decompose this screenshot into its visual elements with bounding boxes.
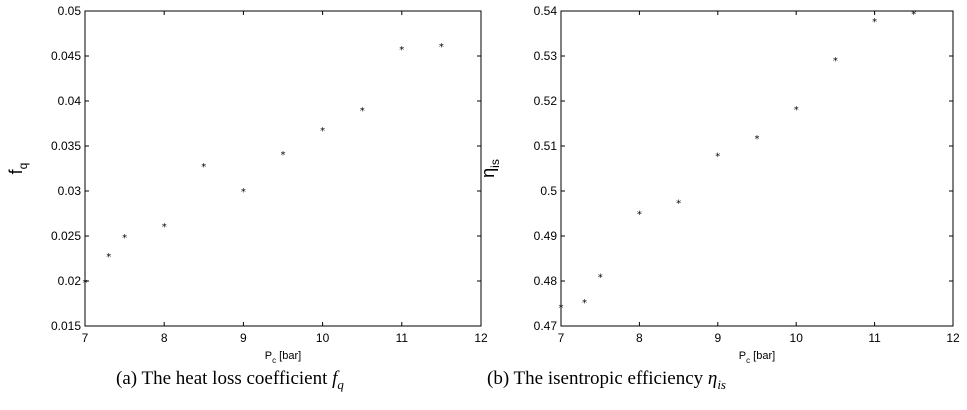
data-point: * bbox=[637, 210, 642, 221]
y-tick-label: 0.04 bbox=[58, 94, 82, 108]
y-tick-label: 0.47 bbox=[534, 319, 558, 333]
caption-b: (b) The isentropic efficiency ηis bbox=[487, 368, 726, 393]
data-point: * bbox=[320, 126, 325, 137]
data-point: * bbox=[582, 298, 587, 309]
x-tick-label: 9 bbox=[240, 331, 247, 345]
x-tick-label: 11 bbox=[868, 331, 881, 345]
chart-panel-b: 7 8 9 10 11 12 0.47 0.48 0.49 0.5 0.51 0.52 0.53 0.54… bbox=[478, 4, 960, 365]
data-point: * bbox=[755, 134, 760, 145]
y-tick-label: 0.52 bbox=[534, 94, 558, 108]
caption-a-symbol-sub: q bbox=[337, 376, 344, 392]
y-tick-label: 0.025 bbox=[51, 229, 81, 243]
data-point: * bbox=[241, 187, 246, 198]
data-point: * bbox=[911, 9, 916, 20]
x-tick-label: 11 bbox=[396, 331, 409, 345]
caption-a-text: (a) The heat loss coefficient bbox=[116, 368, 333, 389]
x-tick-label: 12 bbox=[474, 331, 488, 345]
y-tick-label: 0.54 bbox=[534, 4, 558, 18]
x-tick-label: 7 bbox=[82, 331, 89, 345]
y-tick-label: 0.53 bbox=[534, 49, 558, 63]
x-tick-label: 8 bbox=[636, 331, 643, 345]
data-point: * bbox=[872, 17, 877, 28]
data-point: * bbox=[559, 303, 564, 314]
data-point: * bbox=[676, 198, 681, 209]
x-tick-label: 10 bbox=[790, 331, 804, 345]
data-point: * bbox=[399, 45, 404, 56]
x-axis-label: Pc [bar] bbox=[739, 350, 775, 365]
y-tick-label: 0.03 bbox=[58, 184, 82, 198]
y-tick-label: 0.49 bbox=[534, 229, 558, 243]
data-point: * bbox=[794, 105, 799, 116]
plot-frame bbox=[84, 10, 482, 327]
caption-a: (a) The heat loss coefficient fq bbox=[116, 368, 344, 393]
y-tick-label: 0.48 bbox=[534, 274, 558, 288]
x-tick-label: 7 bbox=[558, 331, 565, 345]
y-tick-label: 0.015 bbox=[51, 319, 81, 333]
data-point: * bbox=[360, 106, 365, 117]
y-tick-label: 0.5 bbox=[540, 184, 557, 198]
data-point: * bbox=[833, 56, 838, 67]
chart-panel-a: 7 8 9 10 11 12 0.015 0.02 0.025 0.03 0.035 0.04 0.04… bbox=[6, 4, 488, 365]
y-tick-label: 0.51 bbox=[534, 139, 558, 153]
x-tick-label: 9 bbox=[714, 331, 721, 345]
data-point: * bbox=[715, 151, 720, 162]
data-point: * bbox=[162, 222, 167, 233]
caption-a-symbol: f bbox=[332, 368, 338, 389]
data-point: * bbox=[281, 150, 286, 161]
x-tick-label: 8 bbox=[161, 331, 168, 345]
data-point: * bbox=[598, 273, 603, 284]
y-tick-label: 0.02 bbox=[58, 274, 82, 288]
y-tick-label: 0.035 bbox=[51, 139, 81, 153]
x-tick-label: 12 bbox=[946, 331, 960, 345]
plot-frame bbox=[560, 10, 954, 327]
caption-b-text: (b) The isentropic efficiency bbox=[487, 368, 708, 389]
y-tick-label: 0.045 bbox=[51, 49, 81, 63]
y-axis-label: fq bbox=[6, 163, 30, 175]
x-axis-label: Pc [bar] bbox=[265, 350, 301, 365]
data-point: * bbox=[201, 162, 206, 173]
caption-b-symbol: η bbox=[707, 368, 718, 389]
data-point: * bbox=[439, 42, 444, 53]
data-point: * bbox=[106, 252, 111, 263]
data-point: * bbox=[122, 233, 127, 244]
y-tick-label: 0.05 bbox=[58, 4, 82, 18]
data-point: * bbox=[83, 278, 88, 289]
y-axis-label: ηis bbox=[478, 159, 502, 178]
x-tick-label: 10 bbox=[316, 331, 330, 345]
caption-b-symbol-sub: is bbox=[717, 376, 726, 392]
